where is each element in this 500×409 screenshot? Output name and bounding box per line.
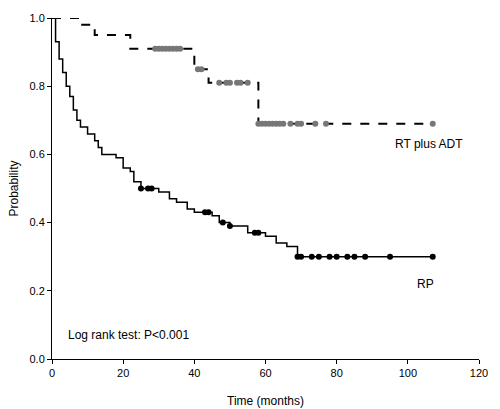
svg-text:120: 120 bbox=[470, 367, 488, 379]
svg-text:0.0: 0.0 bbox=[30, 353, 45, 365]
svg-text:1.0: 1.0 bbox=[30, 12, 45, 24]
svg-text:0.4: 0.4 bbox=[30, 216, 45, 228]
svg-text:0.2: 0.2 bbox=[30, 285, 45, 297]
svg-text:0.8: 0.8 bbox=[30, 80, 45, 92]
svg-text:0: 0 bbox=[49, 367, 55, 379]
svg-text:80: 80 bbox=[331, 367, 343, 379]
svg-text:RT plus ADT: RT plus ADT bbox=[395, 137, 463, 151]
svg-text:60: 60 bbox=[259, 367, 271, 379]
svg-text:20: 20 bbox=[117, 367, 129, 379]
svg-text:RP: RP bbox=[417, 277, 434, 291]
svg-text:Probability: Probability bbox=[7, 160, 21, 216]
svg-text:40: 40 bbox=[188, 367, 200, 379]
svg-text:Time (months): Time (months) bbox=[227, 394, 304, 408]
svg-text:100: 100 bbox=[399, 367, 417, 379]
svg-text:0.6: 0.6 bbox=[30, 148, 45, 160]
svg-text:Log rank test: P<0.001: Log rank test: P<0.001 bbox=[68, 328, 189, 342]
